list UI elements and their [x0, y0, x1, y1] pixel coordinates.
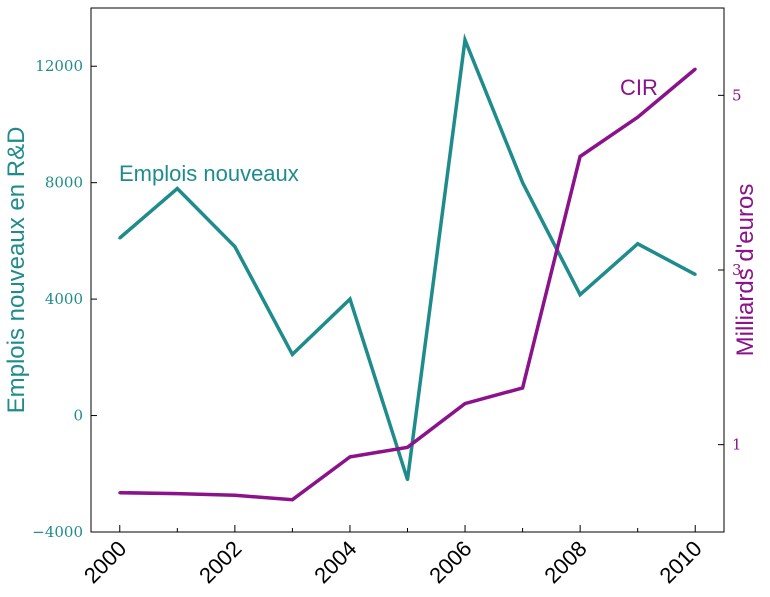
right-tick-label: 5 — [732, 86, 742, 104]
data-point-cir — [521, 386, 525, 390]
left-tick-label: 4000 — [45, 290, 83, 308]
data-point-cir — [578, 154, 582, 158]
data-point-emplois — [636, 242, 640, 246]
y-axis-label-right: Milliards d'euros — [732, 184, 759, 357]
data-point-cir — [348, 455, 352, 459]
left-tick-label: 0 — [73, 407, 83, 425]
data-point-emplois — [290, 352, 294, 356]
left-tick-label: 8000 — [45, 174, 83, 192]
data-point-emplois — [175, 186, 179, 190]
x-tick-label: 2004 — [309, 536, 361, 588]
data-point-emplois — [233, 245, 237, 249]
x-tick-label: 2006 — [424, 536, 476, 588]
left-tick-label: −4000 — [32, 523, 83, 541]
y-axis-label-left: Emplois nouveaux en R&D — [3, 127, 30, 414]
data-point-emplois — [578, 293, 582, 297]
data-point-cir — [693, 67, 697, 71]
data-point-cir — [290, 498, 294, 502]
data-point-cir — [118, 491, 122, 495]
series-label-emplois: Emplois nouveaux — [119, 161, 299, 186]
series-lines — [118, 33, 697, 502]
data-point-emplois — [118, 236, 122, 240]
x-tick-label: 2002 — [194, 536, 246, 588]
right-tick-label: 1 — [732, 436, 742, 454]
left-tick-label: 12000 — [35, 57, 83, 75]
x-tick-label: 2010 — [654, 536, 706, 588]
data-point-emplois — [521, 181, 525, 185]
data-point-cir — [463, 402, 467, 406]
data-point-emplois — [693, 272, 697, 276]
data-point-emplois — [348, 297, 352, 301]
data-point-cir — [636, 115, 640, 119]
series-line-cir — [119, 67, 697, 502]
data-point-emplois — [463, 38, 467, 42]
data-point-cir — [175, 492, 179, 496]
data-point-cir — [406, 445, 409, 449]
x-tick-label: 2008 — [539, 536, 591, 588]
x-axis-ticks: 2000 2002 2004 2006 2008 2010 — [79, 525, 707, 588]
series-line-emplois — [118, 33, 697, 481]
data-point-cir — [233, 493, 237, 497]
data-point-emplois — [406, 478, 409, 482]
x-tick-label: 2000 — [79, 536, 131, 588]
right-axis-ticks: 1 3 5 — [718, 86, 742, 454]
series-label-cir: CIR — [620, 75, 658, 100]
right-tick-label: 3 — [732, 261, 742, 279]
left-axis-ticks: −4000 0 4000 8000 12000 — [32, 57, 97, 541]
